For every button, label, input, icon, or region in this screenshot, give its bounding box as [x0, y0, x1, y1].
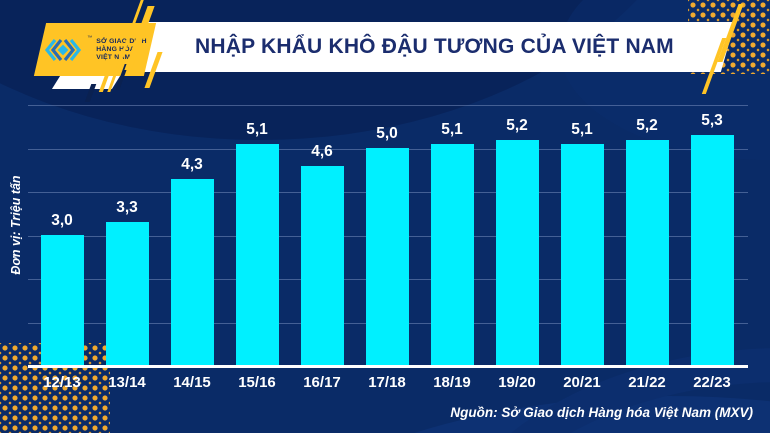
bar-value-20-21: 5,1: [571, 121, 593, 138]
x-tick-label-15-16: 15/16: [238, 374, 276, 391]
bar-17-18: [365, 148, 409, 366]
bar-value-19-20: 5,2: [506, 117, 528, 134]
gridline-y-6: [28, 105, 748, 106]
bar-18-19: [430, 144, 474, 366]
x-tick-label-14-15: 14/15: [173, 374, 211, 391]
x-tick-label-17-18: 17/18: [368, 374, 406, 391]
bar-value-15-16: 5,1: [246, 121, 268, 138]
title-banner: NHẬP KHẨU KHÔ ĐẬU TƯƠNG CỦA VIỆT NAM: [132, 22, 736, 72]
x-tick-label-19-20: 19/20: [498, 374, 536, 391]
bar-value-21-22: 5,2: [636, 117, 658, 134]
bar-12-13: [40, 235, 84, 366]
x-tick-label-20-21: 20/21: [563, 374, 601, 391]
bar-15-16: [235, 144, 279, 366]
mxv-logo-plate: ™ SỞ GIAO DỊCH HÀNG HÓA VIỆT NAM: [33, 23, 157, 76]
x-axis-line: [28, 365, 748, 368]
bar-13-14: [105, 222, 149, 366]
bar-value-12-13: 3,0: [51, 212, 73, 229]
trademark-symbol: ™: [87, 35, 93, 41]
chart-title: NHẬP KHẨU KHÔ ĐẬU TƯƠNG CỦA VIỆT NAM: [194, 35, 674, 58]
bar-16-17: [300, 166, 344, 366]
x-tick-label-13-14: 13/14: [108, 374, 146, 391]
x-tick-label-18-19: 18/19: [433, 374, 471, 391]
x-tick-label-22-23: 22/23: [693, 374, 731, 391]
bar-20-21: [560, 144, 604, 366]
mxv-chevron-diamond-logo-icon: [45, 38, 82, 61]
bar-14-15: [170, 179, 214, 366]
x-tick-label-21-22: 21/22: [628, 374, 666, 391]
x-tick-label-16-17: 16/17: [303, 374, 341, 391]
bar-value-18-19: 5,1: [441, 121, 463, 138]
mxv-logo: ™ SỞ GIAO DỊCH HÀNG HÓA VIỆT NAM: [40, 23, 150, 76]
bar-21-22: [625, 140, 669, 366]
bar-value-14-15: 4,3: [181, 156, 203, 173]
bar-value-22-23: 5,3: [701, 112, 723, 129]
bar-value-13-14: 3,3: [116, 199, 138, 216]
bar-value-16-17: 4,6: [311, 143, 333, 160]
y-axis-label: Đơn vị: Triệu tấn: [9, 175, 23, 275]
bar-19-20: [495, 140, 539, 366]
bar-value-17-18: 5,0: [376, 125, 398, 142]
x-tick-label-12-13: 12/13: [43, 374, 81, 391]
bar-22-23: [690, 135, 734, 366]
source-note: Nguồn: Sở Giao dịch Hàng hóa Việt Nam (M…: [450, 405, 753, 420]
